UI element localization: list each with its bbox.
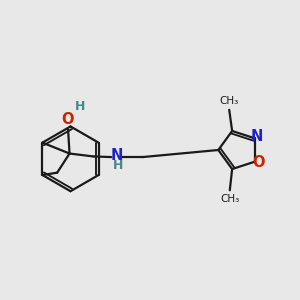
Text: N: N: [250, 129, 263, 144]
Text: N: N: [110, 148, 123, 163]
Text: CH₃: CH₃: [220, 96, 239, 106]
Text: CH₃: CH₃: [220, 194, 239, 204]
Text: O: O: [61, 112, 74, 127]
Text: H: H: [75, 100, 85, 113]
Text: O: O: [252, 155, 265, 170]
Text: H: H: [113, 159, 123, 172]
